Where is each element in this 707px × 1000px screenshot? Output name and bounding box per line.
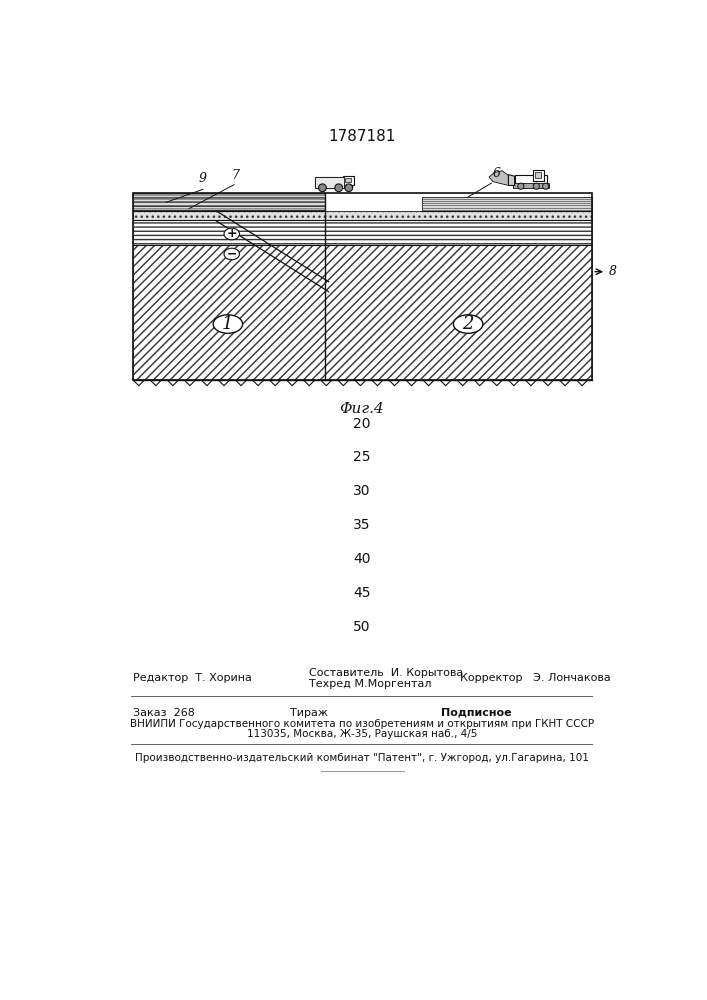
Text: Корректор   Э. Лончакова: Корректор Э. Лончакова <box>460 673 611 683</box>
Text: Подписное: Подписное <box>441 708 512 718</box>
Text: ВНИИПИ Государственного комитета по изобретениям и открытиям при ГКНТ СССР: ВНИИПИ Государственного комитета по изоб… <box>130 719 594 729</box>
Text: 8: 8 <box>609 265 617 278</box>
Ellipse shape <box>224 248 240 260</box>
Text: 1787181: 1787181 <box>328 129 396 144</box>
Circle shape <box>345 184 353 192</box>
Text: Редактор  Т. Хорина: Редактор Т. Хорина <box>134 673 252 683</box>
Text: Составитель  И. Корытова: Составитель И. Корытова <box>309 668 464 678</box>
Text: 7: 7 <box>232 169 240 182</box>
Polygon shape <box>315 177 344 188</box>
Bar <box>344 176 354 185</box>
Text: 50: 50 <box>354 620 370 634</box>
Bar <box>515 175 547 185</box>
Text: Техред М.Моргентал: Техред М.Моргентал <box>309 679 432 689</box>
Text: 45: 45 <box>354 586 370 600</box>
Text: −: − <box>226 247 237 260</box>
Polygon shape <box>508 175 515 185</box>
Text: 9: 9 <box>199 172 207 185</box>
Text: 35: 35 <box>354 518 370 532</box>
Bar <box>345 178 351 182</box>
Text: 1: 1 <box>222 315 233 333</box>
Circle shape <box>533 183 539 189</box>
Bar <box>513 183 549 188</box>
Text: 40: 40 <box>354 552 370 566</box>
Ellipse shape <box>213 315 243 333</box>
Text: +: + <box>226 227 237 240</box>
Bar <box>315 177 344 188</box>
Bar <box>421 197 592 211</box>
Ellipse shape <box>224 228 240 240</box>
Bar <box>134 220 592 245</box>
Text: Производственно-издательский комбинат "Патент", г. Ужгород, ул.Гагарина, 101: Производственно-издательский комбинат "П… <box>135 753 589 763</box>
Circle shape <box>518 183 524 189</box>
Text: 2: 2 <box>462 315 474 333</box>
Text: 20: 20 <box>354 417 370 431</box>
Text: 30: 30 <box>354 484 370 498</box>
Circle shape <box>319 184 327 192</box>
Text: Заказ  268: Заказ 268 <box>134 708 195 718</box>
Circle shape <box>542 183 549 189</box>
Text: Φиг.4: Φиг.4 <box>339 402 385 416</box>
Text: 25: 25 <box>354 450 370 464</box>
Text: 113035, Москва, Ж-35, Раушская наб., 4/5: 113035, Москва, Ж-35, Раушская наб., 4/5 <box>247 729 477 739</box>
Circle shape <box>335 184 343 192</box>
Bar <box>134 193 325 211</box>
Text: Тираж: Тираж <box>290 708 328 718</box>
Bar <box>134 245 325 380</box>
Polygon shape <box>489 171 508 185</box>
Bar <box>534 172 541 178</box>
Bar <box>134 193 592 380</box>
Ellipse shape <box>453 315 483 333</box>
Bar <box>134 211 592 220</box>
Bar <box>325 245 592 380</box>
Bar <box>533 170 544 181</box>
Text: 6: 6 <box>493 167 501 180</box>
